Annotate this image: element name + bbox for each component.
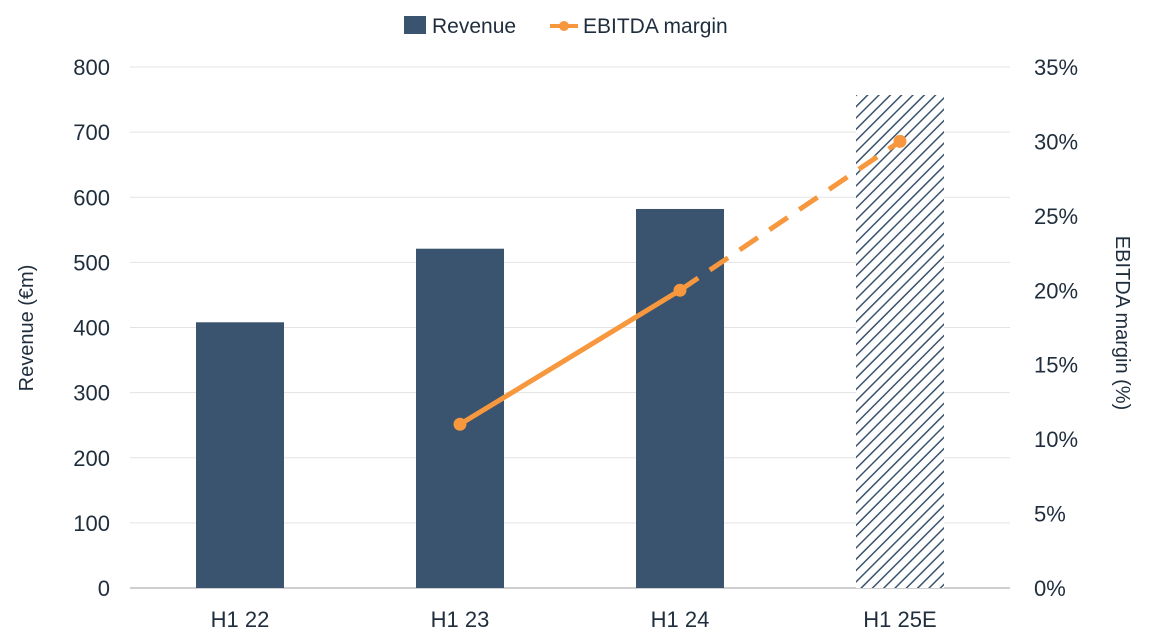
ebitda-margin-line: [453, 134, 907, 431]
left-tick-label: 0: [98, 576, 110, 601]
ebitda-margin-point: [673, 283, 687, 297]
left-tick-label: 100: [73, 511, 110, 536]
right-tick-label: 15%: [1034, 353, 1078, 378]
revenue-bar: [196, 322, 284, 588]
legend: Revenue EBITDA margin: [404, 15, 728, 38]
x-tick-label: H1 25E: [863, 607, 936, 632]
left-tick-label: 300: [73, 381, 110, 406]
left-tick-label: 400: [73, 316, 110, 341]
ebitda-margin-point: [893, 134, 907, 148]
revenue-bar: [856, 95, 944, 588]
legend-margin-label: EBITDA margin: [583, 15, 728, 38]
x-tick-label: H1 22: [211, 607, 270, 632]
left-tick-label: 500: [73, 250, 110, 275]
ebitda-margin-segment-dashed: [678, 139, 902, 293]
right-tick-label: 20%: [1034, 278, 1078, 303]
left-axis-ticks: 0 100 200 300 400 500 600 700 800: [73, 55, 110, 601]
left-tick-label: 600: [73, 185, 110, 210]
ebitda-margin-segment: [457, 287, 683, 427]
ebitda-margin-point: [453, 417, 467, 431]
x-tick-label: H1 24: [651, 607, 710, 632]
x-axis-ticks: H1 22 H1 23 H1 24 H1 25E: [211, 607, 937, 632]
right-tick-label: 25%: [1034, 204, 1078, 229]
right-tick-label: 5%: [1034, 502, 1066, 527]
right-tick-label: 30%: [1034, 129, 1078, 154]
right-tick-label: 0%: [1034, 576, 1066, 601]
right-tick-label: 35%: [1034, 55, 1078, 80]
left-axis-title: Revenue (€m): [16, 265, 38, 392]
x-tick-label: H1 23: [431, 607, 490, 632]
left-tick-label: 800: [73, 55, 110, 80]
revenue-bar: [636, 208, 724, 588]
revenue-bars: [196, 95, 944, 589]
left-tick-label: 200: [73, 446, 110, 471]
left-tick-label: 700: [73, 120, 110, 145]
right-tick-label: 10%: [1034, 427, 1078, 452]
right-axis-title: EBITDA margin (%): [1111, 236, 1133, 410]
legend-revenue-label: Revenue: [432, 15, 516, 38]
legend-revenue-swatch: [404, 16, 426, 34]
right-axis-ticks: 0% 5% 10% 15% 20% 25% 30% 35%: [1034, 55, 1078, 601]
legend-margin-swatch-marker: [559, 21, 569, 31]
